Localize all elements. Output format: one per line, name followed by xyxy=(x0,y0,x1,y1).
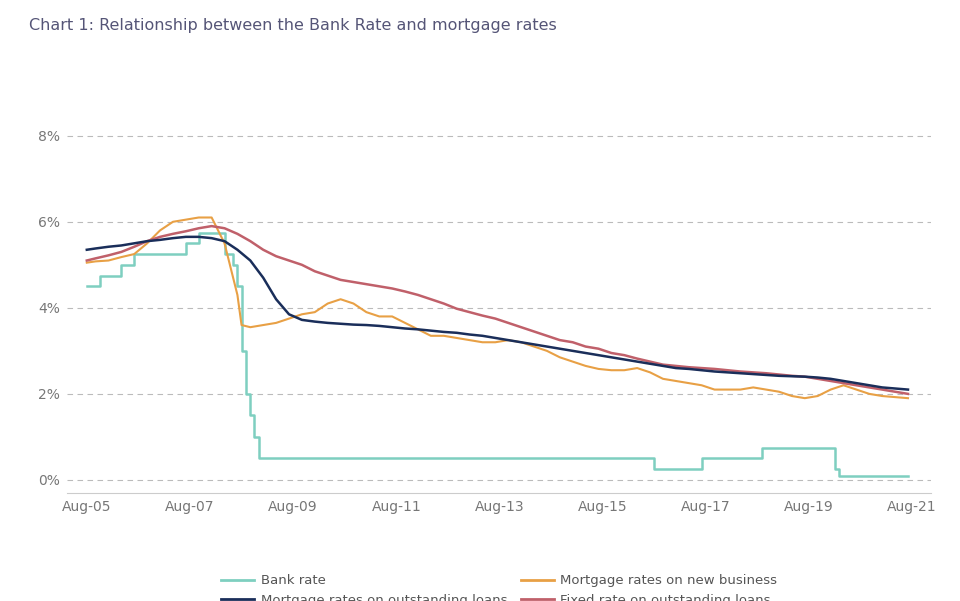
Text: Chart 1: Relationship between the Bank Rate and mortgage rates: Chart 1: Relationship between the Bank R… xyxy=(29,18,557,33)
Legend: Bank rate, Mortgage rates on outstanding loans, Mortgage rates on new business, : Bank rate, Mortgage rates on outstanding… xyxy=(216,569,782,601)
